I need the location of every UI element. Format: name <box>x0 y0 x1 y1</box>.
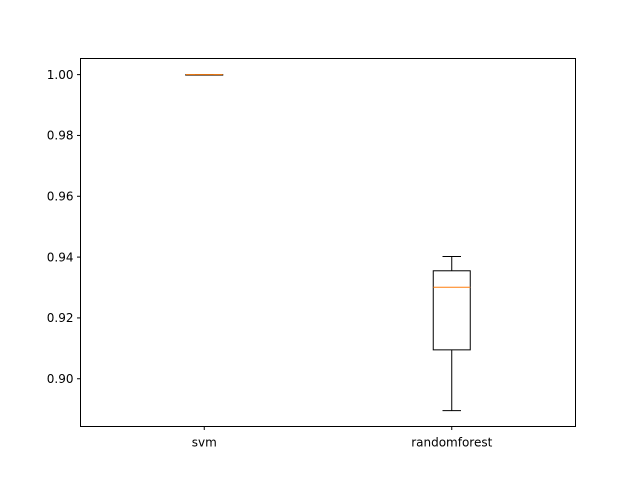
y-tick-label: 1.00 <box>47 68 74 82</box>
iqr-box <box>432 270 471 351</box>
y-axis: 0.90 0.92 0.94 0.96 0.98 1.00 <box>47 68 81 386</box>
y-tick-label: 0.92 <box>47 311 74 325</box>
x-axis: svm randomforest <box>192 426 493 450</box>
x-tick-label: randomforest <box>411 436 492 450</box>
box-svm <box>185 74 224 76</box>
y-tick-label: 0.94 <box>47 250 74 264</box>
y-tick-label: 0.90 <box>47 372 74 386</box>
axes-frame <box>80 58 576 427</box>
box-randomforest <box>432 255 471 412</box>
plot-area <box>185 74 471 412</box>
x-tick-label: svm <box>192 436 217 450</box>
y-tick-label: 0.96 <box>47 190 74 204</box>
y-tick-label: 0.98 <box>47 129 74 143</box>
